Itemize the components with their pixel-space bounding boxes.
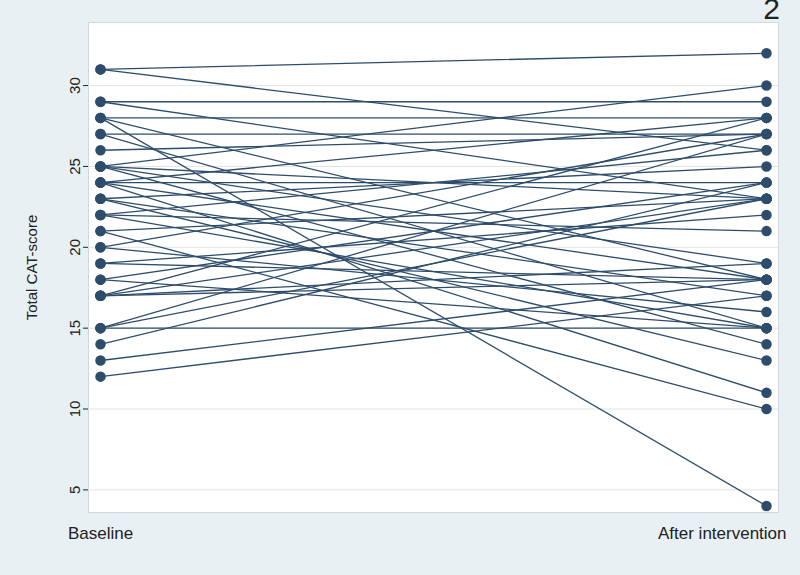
svg-text:30: 30 xyxy=(66,77,83,94)
svg-text:After intervention: After intervention xyxy=(658,524,787,543)
svg-text:Baseline: Baseline xyxy=(68,524,133,543)
svg-text:25: 25 xyxy=(66,158,83,175)
svg-text:20: 20 xyxy=(66,239,83,256)
svg-text:Total CAT-score: Total CAT-score xyxy=(23,215,40,321)
svg-text:15: 15 xyxy=(66,320,83,337)
svg-text:10: 10 xyxy=(66,401,83,418)
svg-text:5: 5 xyxy=(66,486,83,494)
